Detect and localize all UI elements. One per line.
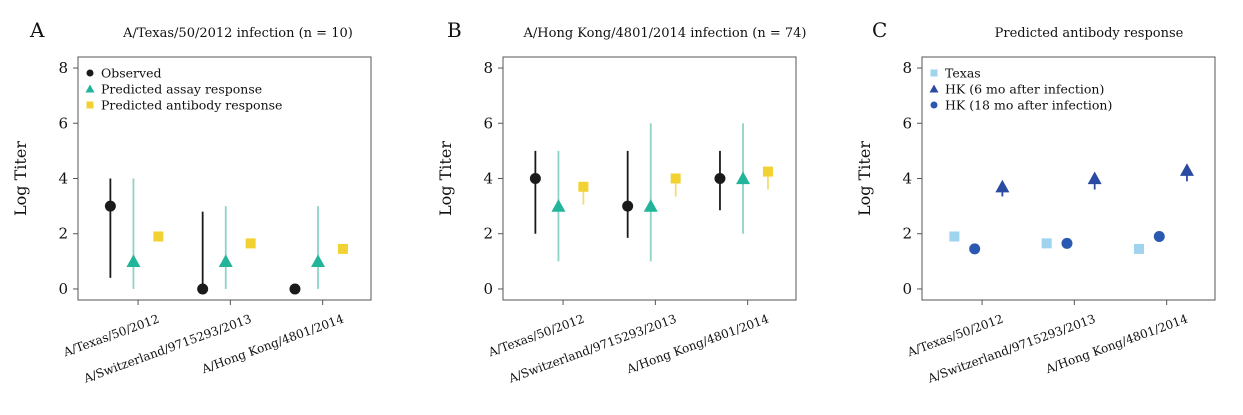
data-point <box>762 166 773 177</box>
data-point <box>643 199 658 212</box>
data-point <box>529 173 541 184</box>
data-point <box>1153 230 1165 242</box>
x-tick-label: A/Switzerland/9715293/2013 <box>506 312 679 386</box>
legend-marker <box>85 84 95 93</box>
panel-letter: A <box>29 18 45 42</box>
y-tick-label: 8 <box>902 59 912 77</box>
y-tick-label: 8 <box>483 59 493 77</box>
y-tick-label: 4 <box>483 170 493 188</box>
data-point <box>218 254 233 267</box>
data-point <box>1179 163 1194 176</box>
panel-c: C Predicted antibody response 0 2 4 6 8 Log Tit… <box>855 18 1216 386</box>
legend-marker <box>930 69 938 77</box>
y-tick-label: 0 <box>902 280 912 298</box>
data-point <box>153 231 164 242</box>
legend-label: HK (18 mo after infection) <box>945 98 1112 113</box>
panel-title: A/Hong Kong/4801/2014 infection (n = 74) <box>523 26 807 41</box>
data-point <box>969 243 981 255</box>
plot-frame <box>502 56 797 301</box>
data-point <box>714 173 726 184</box>
panel-letter: B <box>447 18 462 42</box>
data-point <box>104 200 116 212</box>
data-point <box>197 283 209 295</box>
panel-title: Predicted antibody response <box>995 26 1184 41</box>
panel-a: A A/Texas/50/2012 infection (n = 10) 0 2 4 6 8… <box>11 18 372 386</box>
y-tick-label: 6 <box>902 114 912 132</box>
y-tick-label: 4 <box>58 170 68 188</box>
y-axis-label: Log Titer <box>855 141 874 216</box>
y-tick-label: 6 <box>58 114 68 132</box>
legend-label: HK (6 mo after infection) <box>945 82 1104 97</box>
y-tick-label: 0 <box>483 280 493 298</box>
data-point <box>311 254 326 267</box>
legend-label: Observed <box>101 66 162 81</box>
data-point <box>622 200 634 212</box>
data-point <box>1087 171 1102 185</box>
data-point <box>1061 237 1073 249</box>
x-tick-label: A/Switzerland/9715293/2013 <box>81 312 254 386</box>
y-tick-label: 2 <box>58 225 68 243</box>
panel-b: B A/Hong Kong/4801/2014 infection (n = 74… <box>436 18 806 386</box>
legend-marker <box>86 69 94 77</box>
data-point <box>126 254 141 267</box>
legend-marker <box>929 84 939 93</box>
legend-marker <box>930 101 938 109</box>
panel-letter: C <box>872 18 887 42</box>
y-tick-label: 0 <box>58 280 68 298</box>
x-tick-label: A/Switzerland/9715293/2013 <box>925 312 1098 386</box>
y-tick-label: 8 <box>58 59 68 77</box>
data-point <box>1133 243 1144 254</box>
legend-label: Predicted assay response <box>101 82 262 97</box>
y-tick-label: 6 <box>483 114 493 132</box>
data-point <box>1041 238 1052 249</box>
legend-label: Texas <box>945 66 981 81</box>
data-point <box>949 231 960 242</box>
legend-label: Predicted antibody response <box>101 98 282 113</box>
y-tick-label: 4 <box>902 170 912 188</box>
data-point <box>578 181 589 192</box>
y-tick-label: 2 <box>483 225 493 243</box>
y-axis-label: Log Titer <box>436 141 455 216</box>
y-tick-label: 2 <box>902 225 912 243</box>
data-point <box>337 243 348 254</box>
data-point <box>670 173 681 184</box>
data-point <box>736 171 751 185</box>
data-point <box>551 199 566 212</box>
data-point <box>245 238 256 249</box>
y-axis-label: Log Titer <box>11 141 30 216</box>
legend-marker <box>86 101 94 109</box>
panel-title: A/Texas/50/2012 infection (n = 10) <box>122 26 353 41</box>
data-point <box>995 179 1010 193</box>
data-point <box>289 283 301 295</box>
